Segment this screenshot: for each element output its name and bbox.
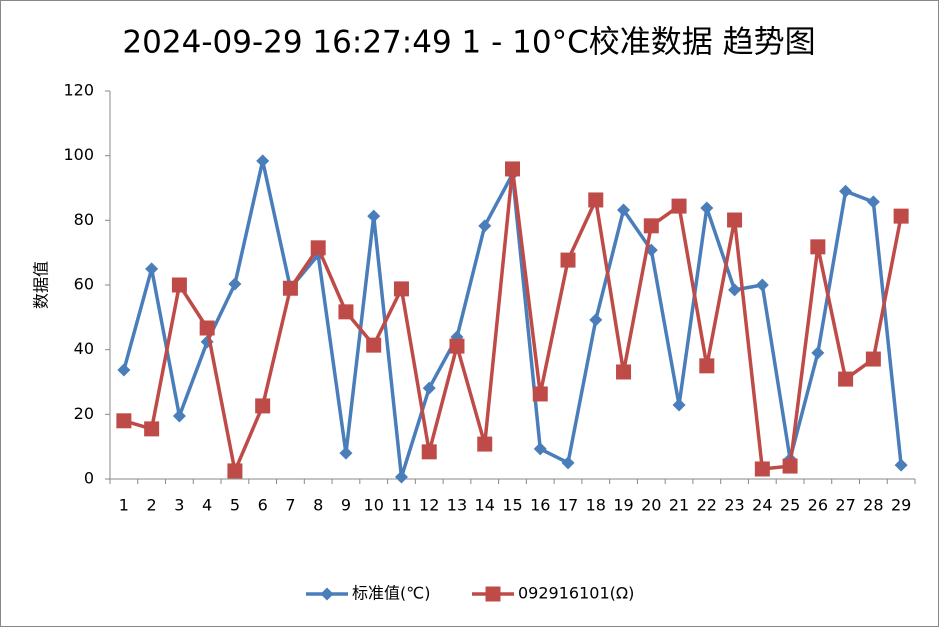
x-tick-label: 10 bbox=[364, 496, 384, 515]
x-tick-label: 15 bbox=[502, 496, 522, 515]
data-point bbox=[755, 278, 769, 292]
data-point bbox=[310, 240, 326, 256]
data-point bbox=[643, 218, 659, 234]
data-point bbox=[560, 252, 576, 268]
data-point bbox=[810, 239, 826, 255]
data-point bbox=[727, 212, 743, 228]
x-tick-label: 1 bbox=[119, 496, 129, 515]
x-tick-label: 19 bbox=[613, 496, 633, 515]
data-point bbox=[478, 219, 492, 233]
data-point bbox=[393, 281, 409, 297]
legend-label: 标准值(℃) bbox=[352, 584, 430, 603]
x-tick-label: 12 bbox=[419, 496, 439, 515]
x-tick-label: 26 bbox=[808, 496, 828, 515]
data-point bbox=[865, 351, 881, 367]
data-point bbox=[145, 262, 159, 276]
data-point bbox=[227, 463, 243, 479]
data-point bbox=[754, 461, 770, 477]
data-point bbox=[561, 456, 575, 470]
data-point bbox=[394, 470, 408, 484]
x-tick-label: 6 bbox=[258, 496, 268, 515]
x-tick-label: 20 bbox=[641, 496, 661, 515]
data-point bbox=[866, 195, 880, 209]
data-point bbox=[671, 198, 687, 214]
data-point bbox=[672, 398, 686, 412]
x-tick-label: 22 bbox=[697, 496, 717, 515]
y-tick-label: 0 bbox=[84, 469, 94, 488]
x-tick-label: 25 bbox=[780, 496, 800, 515]
x-tick-label: 14 bbox=[475, 496, 495, 515]
chart-title: 2024-09-29 16:27:49 1 - 10°C校准数据 趋势图 bbox=[122, 25, 815, 61]
data-point bbox=[199, 320, 215, 336]
x-tick-label: 18 bbox=[586, 496, 606, 515]
y-tick-label: 20 bbox=[74, 404, 94, 423]
x-tick-label: 13 bbox=[447, 496, 467, 515]
data-point bbox=[588, 192, 604, 208]
data-point bbox=[282, 280, 298, 296]
x-tick-label: 2 bbox=[147, 496, 157, 515]
x-tick-label: 28 bbox=[863, 496, 883, 515]
x-tick-label: 9 bbox=[341, 496, 351, 515]
data-point bbox=[117, 363, 131, 377]
x-tick-label: 27 bbox=[835, 496, 855, 515]
data-point bbox=[699, 358, 715, 374]
x-tick-label: 16 bbox=[530, 496, 550, 515]
data-point bbox=[616, 364, 632, 380]
x-tick-label: 23 bbox=[724, 496, 744, 515]
data-point bbox=[228, 277, 242, 291]
legend-label: 092916101(Ω) bbox=[518, 584, 634, 603]
y-tick-label: 100 bbox=[63, 145, 94, 164]
data-point bbox=[894, 458, 908, 472]
x-tick-label: 17 bbox=[558, 496, 578, 515]
data-point bbox=[366, 337, 382, 353]
data-point bbox=[338, 304, 354, 320]
data-point bbox=[172, 409, 186, 423]
y-tick-label: 80 bbox=[74, 210, 94, 229]
data-point bbox=[811, 346, 825, 360]
data-point bbox=[422, 381, 436, 395]
x-tick-label: 21 bbox=[669, 496, 689, 515]
y-axis-label: 数据值 bbox=[32, 261, 51, 309]
data-point bbox=[838, 371, 854, 387]
x-tick-label: 4 bbox=[202, 496, 212, 515]
data-point bbox=[839, 184, 853, 198]
data-point bbox=[116, 413, 132, 429]
data-point bbox=[144, 421, 160, 437]
data-point bbox=[171, 277, 187, 293]
data-point bbox=[255, 398, 271, 414]
data-point bbox=[532, 386, 548, 402]
data-point bbox=[893, 208, 909, 224]
legend-marker bbox=[485, 586, 501, 602]
data-point bbox=[782, 458, 798, 474]
data-point bbox=[449, 338, 465, 354]
x-tick-label: 5 bbox=[230, 496, 240, 515]
y-tick-label: 120 bbox=[63, 81, 94, 100]
data-point bbox=[700, 201, 714, 215]
data-point bbox=[728, 283, 742, 297]
x-tick-label: 11 bbox=[391, 496, 411, 515]
data-point bbox=[617, 203, 631, 217]
x-tick-label: 8 bbox=[313, 496, 323, 515]
data-point bbox=[477, 436, 493, 452]
y-tick-label: 60 bbox=[74, 275, 94, 294]
data-point bbox=[505, 161, 520, 177]
x-tick-label: 7 bbox=[285, 496, 295, 515]
x-tick-label: 29 bbox=[891, 496, 911, 515]
data-point bbox=[533, 442, 547, 456]
data-point bbox=[589, 313, 603, 327]
y-tick-label: 40 bbox=[74, 339, 94, 358]
legend-marker bbox=[320, 587, 334, 601]
data-point bbox=[421, 444, 437, 460]
data-point bbox=[339, 446, 353, 460]
data-point bbox=[256, 154, 270, 168]
x-tick-label: 3 bbox=[174, 496, 184, 515]
data-point bbox=[367, 209, 381, 223]
x-tick-label: 24 bbox=[752, 496, 772, 515]
